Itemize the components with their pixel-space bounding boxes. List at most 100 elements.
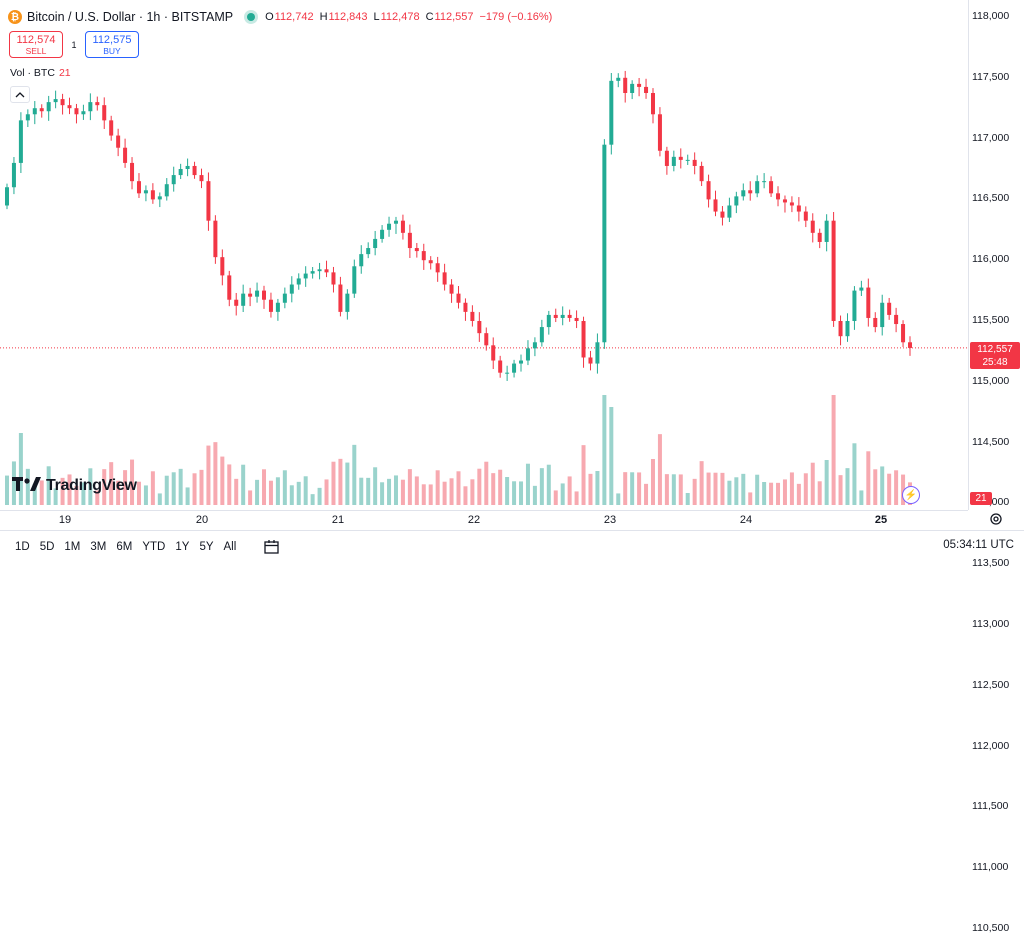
candle-body[interactable] <box>678 156 683 160</box>
candle-body[interactable] <box>220 257 225 276</box>
candle-body[interactable] <box>727 205 732 218</box>
candle-body[interactable] <box>380 229 385 239</box>
range-1d-button[interactable]: 1D <box>15 540 30 553</box>
candle-body[interactable] <box>95 102 100 106</box>
candle-body[interactable] <box>484 333 489 346</box>
candle-body[interactable] <box>762 181 767 183</box>
range-all-button[interactable]: All <box>223 540 237 553</box>
candle-body[interactable] <box>824 220 829 242</box>
candle-body[interactable] <box>755 181 760 194</box>
candle-body[interactable] <box>671 156 676 166</box>
candle-body[interactable] <box>463 302 468 312</box>
range-ytd-button[interactable]: YTD <box>142 540 166 553</box>
candle-body[interactable] <box>581 321 586 358</box>
price-axis[interactable] <box>968 0 1024 510</box>
range-6m-button[interactable]: 6M <box>116 540 133 553</box>
candle-body[interactable] <box>5 187 9 206</box>
lightning-icon[interactable]: ⚡ <box>902 486 920 504</box>
candle-body[interactable] <box>11 162 16 188</box>
candle-body[interactable] <box>296 278 301 285</box>
volume-legend[interactable]: Vol · BTC 21 <box>10 67 71 79</box>
candle-body[interactable] <box>282 293 287 303</box>
candle-body[interactable] <box>213 220 218 258</box>
candle-body[interactable] <box>67 105 72 109</box>
candle-body[interactable] <box>741 190 746 197</box>
candle-body[interactable] <box>873 317 878 328</box>
candle-body[interactable] <box>769 181 774 194</box>
tradingview-logo[interactable]: TradingView <box>12 477 137 495</box>
candle-body[interactable] <box>713 199 718 212</box>
candle-body[interactable] <box>776 193 781 200</box>
candle-body[interactable] <box>262 290 267 300</box>
candle-body[interactable] <box>268 299 273 312</box>
candle-body[interactable] <box>650 93 655 115</box>
candle-body[interactable] <box>227 275 232 300</box>
candle-body[interactable] <box>456 293 461 303</box>
candle-body[interactable] <box>803 211 808 221</box>
market-status-icon[interactable] <box>247 13 256 21</box>
candle-body[interactable] <box>387 223 392 230</box>
chart-canvas[interactable] <box>0 0 1024 562</box>
candle-body[interactable] <box>553 314 558 318</box>
candle-body[interactable] <box>164 184 169 197</box>
candle-body[interactable] <box>60 99 65 106</box>
candle-body[interactable] <box>789 202 794 206</box>
candle-body[interactable] <box>428 260 433 264</box>
candle-body[interactable] <box>74 108 79 115</box>
candle-body[interactable] <box>421 251 426 261</box>
candle-body[interactable] <box>567 314 572 318</box>
candle-body[interactable] <box>46 102 51 112</box>
candle-body[interactable] <box>491 345 496 361</box>
candle-body[interactable] <box>171 175 176 185</box>
candle-body[interactable] <box>53 99 58 103</box>
candle-body[interactable] <box>734 196 739 206</box>
candle-body[interactable] <box>699 165 704 182</box>
candle-body[interactable] <box>345 293 350 312</box>
candle-body[interactable] <box>234 299 239 306</box>
candle-body[interactable] <box>88 102 93 112</box>
candle-body[interactable] <box>310 271 315 274</box>
candle-body[interactable] <box>192 165 197 176</box>
range-1m-button[interactable]: 1M <box>64 540 81 553</box>
candle-body[interactable] <box>748 190 753 194</box>
range-3m-button[interactable]: 3M <box>90 540 107 553</box>
candle-body[interactable] <box>866 287 871 318</box>
candle-body[interactable] <box>255 290 260 297</box>
candle-body[interactable] <box>373 238 378 249</box>
candle-body[interactable] <box>539 327 544 343</box>
candle-body[interactable] <box>241 293 246 306</box>
candle-body[interactable] <box>616 77 621 81</box>
candle-body[interactable] <box>81 111 86 115</box>
candle-body[interactable] <box>130 162 135 182</box>
candle-body[interactable] <box>560 314 565 318</box>
candle-body[interactable] <box>817 232 822 242</box>
candle-body[interactable] <box>623 77 628 93</box>
candle-body[interactable] <box>782 199 787 203</box>
candle-body[interactable] <box>289 284 294 294</box>
candle-body[interactable] <box>525 348 530 361</box>
candle-body[interactable] <box>39 108 44 112</box>
candle-body[interactable] <box>18 120 23 163</box>
candle-body[interactable] <box>199 175 204 182</box>
candle-body[interactable] <box>637 83 642 87</box>
candle-body[interactable] <box>644 86 649 93</box>
candle-body[interactable] <box>664 150 669 166</box>
candle-body[interactable] <box>32 108 37 115</box>
candle-body[interactable] <box>123 147 128 163</box>
candle-body[interactable] <box>109 120 114 136</box>
candle-body[interactable] <box>477 321 482 334</box>
candle-body[interactable] <box>845 321 850 337</box>
candle-body[interactable] <box>275 302 280 312</box>
candle-body[interactable] <box>810 220 815 233</box>
candle-body[interactable] <box>324 269 329 273</box>
range-5y-button[interactable]: 5Y <box>199 540 214 553</box>
candle-body[interactable] <box>880 302 885 328</box>
candle-body[interactable] <box>595 342 600 364</box>
candle-body[interactable] <box>435 263 440 273</box>
candle-body[interactable] <box>400 220 405 233</box>
candle-body[interactable] <box>685 159 690 161</box>
candle-body[interactable] <box>442 272 447 285</box>
candle-body[interactable] <box>901 324 906 343</box>
symbol-title[interactable]: Bitcoin / U.S. Dollar · 1h · BITSTAMP <box>27 10 234 24</box>
candle-body[interactable] <box>706 181 711 200</box>
